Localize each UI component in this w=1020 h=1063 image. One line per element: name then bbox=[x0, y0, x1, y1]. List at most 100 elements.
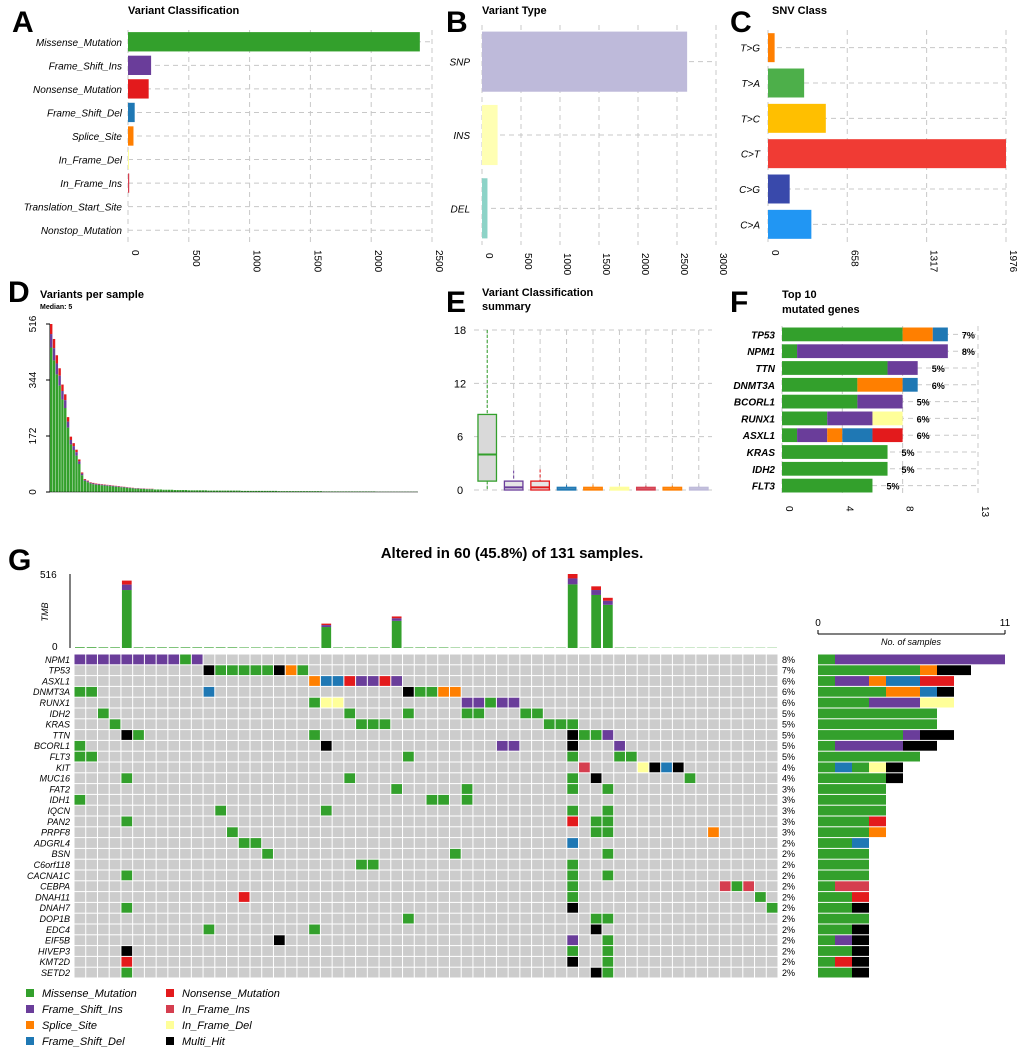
cell-empty bbox=[133, 795, 144, 805]
oncoplot-title: Altered in 60 (45.8%) of 131 samples. bbox=[381, 545, 644, 562]
cell-empty bbox=[286, 784, 297, 794]
cell-empty bbox=[309, 838, 320, 848]
cell-empty bbox=[344, 914, 355, 924]
cell-missense bbox=[86, 752, 97, 762]
side-tick-label: 0 bbox=[815, 618, 821, 629]
cell-empty bbox=[391, 849, 402, 859]
cell-empty bbox=[591, 860, 602, 870]
cell-empty bbox=[743, 795, 754, 805]
cell-empty bbox=[204, 827, 215, 837]
cell-empty bbox=[262, 838, 273, 848]
cell-empty bbox=[638, 687, 649, 697]
panel-label-g: G bbox=[8, 544, 31, 577]
cell-empty bbox=[755, 925, 766, 935]
cell-empty bbox=[649, 892, 660, 902]
cell-empty bbox=[262, 946, 273, 956]
cell-empty bbox=[626, 665, 637, 675]
cell-empty bbox=[274, 860, 285, 870]
percent-label: 2% bbox=[782, 892, 795, 902]
cell-empty bbox=[732, 665, 743, 675]
cell-empty bbox=[767, 946, 778, 956]
cell-missense bbox=[556, 719, 567, 729]
cell-empty bbox=[438, 665, 449, 675]
percent-label: 2% bbox=[782, 968, 795, 978]
bar-missense bbox=[123, 488, 125, 492]
cell-empty bbox=[544, 860, 555, 870]
category-label: Frame_Shift_Ins bbox=[49, 61, 122, 72]
cell-empty bbox=[157, 752, 168, 762]
cell-nonsense bbox=[344, 676, 355, 686]
cell-empty bbox=[767, 730, 778, 740]
cell-empty bbox=[638, 935, 649, 945]
cell-empty bbox=[192, 784, 203, 794]
category-label: T>A bbox=[741, 79, 760, 90]
cell-missense bbox=[603, 849, 614, 859]
cell-empty bbox=[720, 698, 731, 708]
cell-empty bbox=[239, 741, 250, 751]
percent-label: 5% bbox=[782, 720, 795, 730]
cell-empty bbox=[532, 914, 543, 924]
cell-empty bbox=[86, 968, 97, 978]
cell-empty bbox=[755, 795, 766, 805]
cell-empty bbox=[556, 795, 567, 805]
cell-empty bbox=[133, 676, 144, 686]
cell-empty bbox=[450, 719, 461, 729]
cell-missense bbox=[227, 827, 238, 837]
cell-frameshift-ins bbox=[603, 730, 614, 740]
cell-empty bbox=[321, 892, 332, 902]
cell-empty bbox=[309, 957, 320, 967]
cell-empty bbox=[133, 763, 144, 773]
tmb-bar-missense bbox=[157, 647, 167, 648]
cell-empty bbox=[368, 817, 379, 827]
cell-empty bbox=[614, 655, 625, 665]
cell-empty bbox=[532, 935, 543, 945]
cell-empty bbox=[708, 763, 719, 773]
cell-empty bbox=[356, 925, 367, 935]
percent-label: 5% bbox=[932, 364, 945, 374]
cell-empty bbox=[755, 655, 766, 665]
cell-empty bbox=[344, 935, 355, 945]
cell-empty bbox=[333, 784, 344, 794]
cell-empty bbox=[380, 741, 391, 751]
cell-empty bbox=[767, 719, 778, 729]
cell-empty bbox=[685, 871, 696, 881]
cell-empty bbox=[204, 752, 215, 762]
cell-empty bbox=[462, 892, 473, 902]
cell-empty bbox=[532, 806, 543, 816]
bar-segment-inframe-del bbox=[872, 412, 902, 426]
bar-segment-missense bbox=[782, 395, 857, 409]
bar-nonsense bbox=[53, 339, 55, 348]
cell-empty bbox=[673, 795, 684, 805]
side-bar-missense bbox=[818, 914, 869, 924]
cell-empty bbox=[227, 946, 238, 956]
cell-empty bbox=[251, 784, 262, 794]
cell-empty bbox=[239, 773, 250, 783]
cell-empty bbox=[75, 849, 86, 859]
cell-empty bbox=[192, 871, 203, 881]
gene-label: IDH2 bbox=[49, 709, 70, 719]
cell-empty bbox=[415, 752, 426, 762]
cell-empty bbox=[720, 827, 731, 837]
cell-empty bbox=[262, 773, 273, 783]
cell-empty bbox=[356, 957, 367, 967]
bar-missense bbox=[103, 486, 105, 492]
cell-empty bbox=[520, 698, 531, 708]
cell-empty bbox=[708, 838, 719, 848]
cell-empty bbox=[215, 795, 226, 805]
cell-multi-hit bbox=[204, 665, 215, 675]
cell-empty bbox=[673, 935, 684, 945]
cell-empty bbox=[75, 881, 86, 891]
cell-empty bbox=[767, 655, 778, 665]
bar-t-g bbox=[768, 33, 775, 62]
cell-missense bbox=[603, 914, 614, 924]
cell-empty bbox=[732, 925, 743, 935]
cell-empty bbox=[649, 849, 660, 859]
cell-empty bbox=[239, 914, 250, 924]
gene-label: HIVEP3 bbox=[38, 946, 70, 956]
legend-label: Splice_Site bbox=[42, 1020, 97, 1032]
side-bar-missense bbox=[818, 849, 869, 859]
cell-empty bbox=[427, 827, 438, 837]
cell-empty bbox=[579, 957, 590, 967]
bar-nonsense bbox=[70, 437, 72, 440]
cell-empty bbox=[567, 687, 578, 697]
